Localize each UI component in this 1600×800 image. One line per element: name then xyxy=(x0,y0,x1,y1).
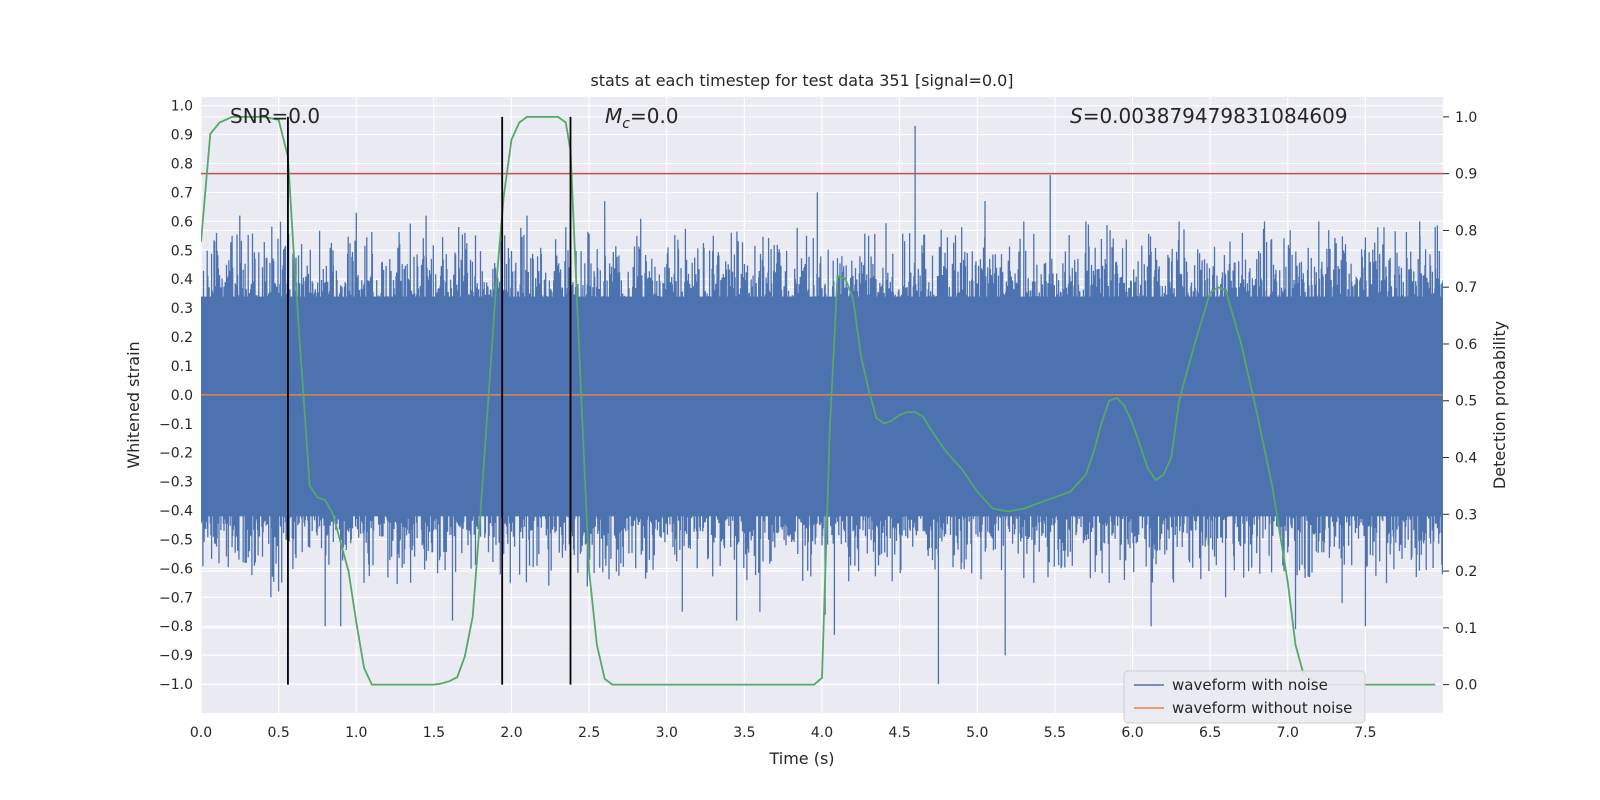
y-tick-label: 0.1 xyxy=(171,359,193,375)
y-tick-label: −0.8 xyxy=(159,619,193,635)
legend: waveform with noise waveform without noi… xyxy=(1123,670,1366,724)
y2-tick-label: 1.0 xyxy=(1455,110,1477,126)
s-annotation: S=0.003879479831084609 xyxy=(1070,104,1348,128)
y-tick-label: −0.4 xyxy=(159,504,193,520)
y-tick-label: −0.5 xyxy=(159,532,193,548)
y2-tick-label: 0.9 xyxy=(1455,167,1477,183)
x-tick-label: 0.0 xyxy=(190,725,212,741)
vertical-markers xyxy=(287,116,572,685)
x-tick-label: 7.5 xyxy=(1354,725,1376,741)
x-tick-label: 4.5 xyxy=(888,725,910,741)
y2-axis-ticks: 0.0 0.1 0.2 0.3 0.4 0.5 0.6 0.7 0.8 0.9 1.0 xyxy=(1443,110,1477,694)
y-tick-label: −0.9 xyxy=(159,648,193,664)
x-tick-label: 3.0 xyxy=(656,725,678,741)
y-tick-label: −0.6 xyxy=(159,561,193,577)
detection-probability-line xyxy=(201,116,1436,686)
y-tick-label: 0.4 xyxy=(171,272,193,288)
x-tick-label: 1.0 xyxy=(345,725,367,741)
plot-content xyxy=(201,116,1443,686)
y-tick-label: 0.8 xyxy=(171,157,193,173)
y2-tick-label: 0.0 xyxy=(1455,678,1477,694)
y2-axis-label: Detection probability xyxy=(1490,321,1509,489)
x-tick-label: 2.5 xyxy=(578,725,600,741)
y2-tick-label: 0.8 xyxy=(1455,223,1477,239)
y-tick-label: −1.0 xyxy=(159,677,193,693)
y2-tick-label: 0.5 xyxy=(1455,394,1477,410)
y2-tick-label: 0.6 xyxy=(1455,337,1477,353)
x-axis-label: Time (s) xyxy=(768,749,834,768)
x-tick-label: 2.0 xyxy=(500,725,522,741)
chart-title: stats at each timestep for test data 351… xyxy=(590,71,1013,90)
mc-annotation: Mc=0.0 xyxy=(605,104,679,132)
y-tick-label: 0.3 xyxy=(171,301,193,317)
y2-tick-label: 0.3 xyxy=(1455,507,1477,523)
x-tick-label: 1.5 xyxy=(423,725,445,741)
y-axis-ticks: 1.0 0.9 0.8 0.7 0.6 0.5 0.4 0.3 0.2 0.1 0.0 −0.1 −0.… xyxy=(159,99,193,693)
x-tick-label: 7.0 xyxy=(1277,725,1299,741)
y2-tick-label: 0.1 xyxy=(1455,621,1477,637)
y2-tick-label: 0.2 xyxy=(1455,564,1477,580)
y-tick-label: 0.2 xyxy=(171,330,193,346)
y-tick-label: 1.0 xyxy=(171,99,193,115)
s-symbol: S xyxy=(1070,104,1083,128)
x-tick-label: 5.0 xyxy=(966,725,988,741)
y-tick-label: −0.3 xyxy=(159,475,193,491)
y-tick-label: 0.7 xyxy=(171,185,193,201)
y-tick-label: 0.6 xyxy=(171,214,193,230)
y-tick-label: 0.0 xyxy=(171,388,193,404)
x-tick-label: 6.5 xyxy=(1199,725,1221,741)
y-tick-label: 0.5 xyxy=(171,243,193,259)
legend-label-noise: waveform with noise xyxy=(1172,676,1328,694)
legend-label-clean: waveform without noise xyxy=(1172,699,1352,717)
x-tick-label: 4.0 xyxy=(811,725,833,741)
x-tick-label: 5.5 xyxy=(1044,725,1066,741)
x-tick-label: 0.5 xyxy=(267,725,289,741)
mc-symbol: M xyxy=(605,104,622,128)
y-axis-label: Whitened strain xyxy=(124,341,143,468)
snr-annotation: SNR=0.0 xyxy=(230,104,320,128)
y-tick-label: −0.7 xyxy=(159,590,193,606)
mc-subscript: c xyxy=(622,116,630,132)
y-tick-label: 0.9 xyxy=(171,128,193,144)
legend-box xyxy=(1123,670,1366,724)
y2-tick-label: 0.7 xyxy=(1455,280,1477,296)
x-tick-label: 3.5 xyxy=(733,725,755,741)
x-tick-label: 6.0 xyxy=(1121,725,1143,741)
y-tick-label: −0.1 xyxy=(159,417,193,433)
s-value: =0.003879479831084609 xyxy=(1083,104,1348,128)
mc-value: =0.0 xyxy=(630,104,679,128)
x-axis-ticks: 0.0 0.5 1.0 1.5 2.0 2.5 3.0 3.5 4.0 4.5 5.0 5.5 6.0 6… xyxy=(190,725,1377,741)
y-tick-label: −0.2 xyxy=(159,446,193,462)
y2-tick-label: 0.4 xyxy=(1455,451,1477,467)
